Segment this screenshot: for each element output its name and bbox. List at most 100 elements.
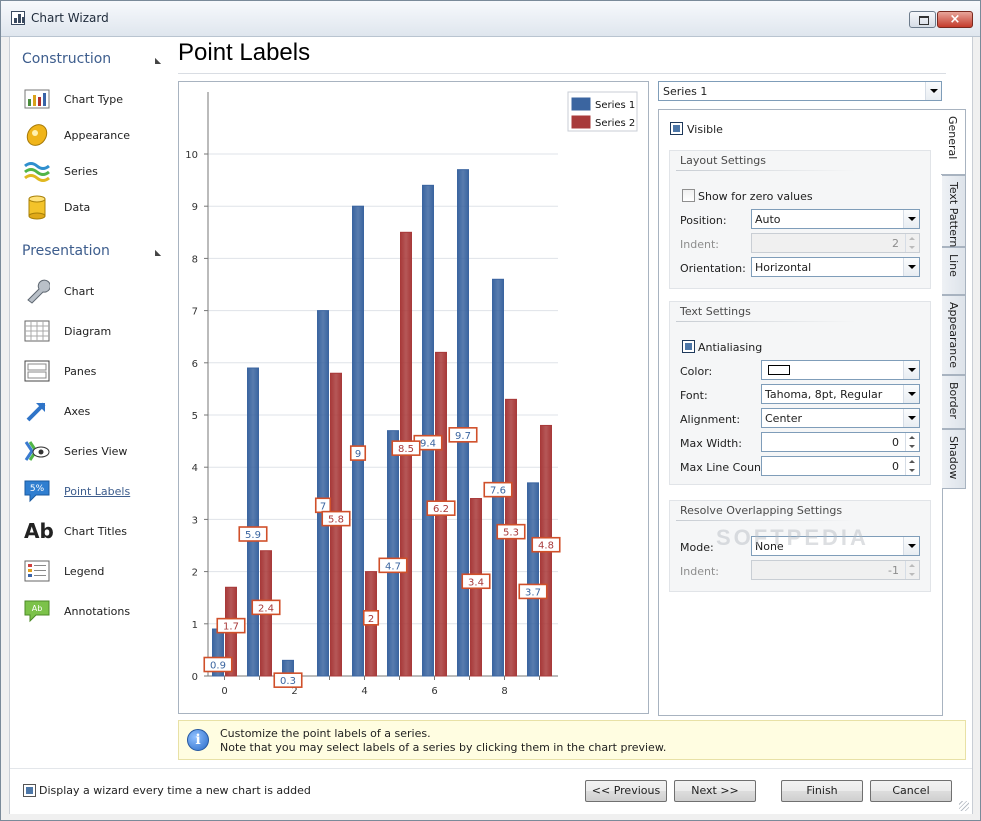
point-label-box (483, 481, 513, 498)
series-1-bar (317, 310, 329, 677)
point-label-box (362, 609, 380, 626)
overlap-indent-spinner[interactable]: -1 (751, 560, 920, 580)
sidebar-item-diagram[interactable]: Diagram (24, 318, 164, 346)
sidebar-item-chart[interactable]: Chart (24, 278, 164, 306)
chevron-down-icon[interactable] (903, 258, 919, 276)
point-label-text: 3.7 (525, 587, 541, 598)
spin-arrows-icon[interactable] (905, 433, 919, 451)
point-label-text: 8.5 (398, 444, 414, 455)
legend-icon (24, 560, 50, 582)
series-1-bar (387, 430, 399, 677)
sidebar-item-series-view[interactable]: Series View (24, 438, 164, 466)
series-select[interactable]: Series 1 (658, 81, 942, 101)
next-button[interactable]: Next >> (674, 780, 756, 802)
visible-label: Visible (687, 123, 723, 136)
resize-grip-icon[interactable] (959, 801, 969, 811)
sidebar-item-point-labels[interactable]: 5% Point Labels (24, 478, 164, 506)
sidebar-item-annotations[interactable]: Ab Annotations (24, 598, 164, 626)
sidebar-item-chart-type[interactable]: Chart Type (24, 86, 164, 114)
tab-border[interactable]: Border (942, 375, 966, 429)
point-label-text: 5.8 (328, 515, 344, 526)
previous-button[interactable]: << Previous (585, 780, 667, 802)
sidebar-item-appearance[interactable]: Appearance (24, 122, 164, 150)
info-bar: i Customize the point labels of a series… (178, 720, 966, 760)
tab-shadow[interactable]: Shadow (942, 429, 966, 489)
bar-chart[interactable]: 0 1 2 3 4 5 6 7 8 9 10 0 2 4 6 8 0.9 5.9 0.3 7 9 4.7 9.4 9.7 7.6… (179, 82, 648, 713)
show-zero-values-label: Show for zero values (698, 190, 813, 203)
chart-preview[interactable]: 0 1 2 3 4 5 6 7 8 9 10 0 2 4 6 8 0.9 5.9 0.3 7 9 4.7 9.4 9.7 7.6… (178, 81, 649, 714)
annotations-icon: Ab (24, 600, 50, 623)
series-icon (24, 162, 50, 182)
sidebar-item-label: Data (64, 201, 91, 214)
tab-text-pattern[interactable]: Text Pattern (942, 175, 966, 247)
sidebar-item-label: Panes (64, 365, 97, 378)
max-line-count-spinner[interactable]: 0 (761, 456, 920, 476)
series-1-bar (352, 205, 364, 677)
chevron-down-icon[interactable] (925, 82, 941, 100)
cancel-button[interactable]: Cancel (870, 780, 952, 802)
sidebar-item-panes[interactable]: Panes (24, 358, 164, 386)
orientation-value: Horizontal (755, 261, 812, 274)
y-tick-label: 4 (192, 463, 198, 474)
antialiasing-label: Antialiasing (698, 341, 763, 354)
series-view-icon (24, 441, 50, 461)
sidebar-item-label: Chart (64, 285, 95, 298)
max-line-count-value: 0 (892, 460, 899, 473)
spin-arrows-icon[interactable] (905, 561, 919, 579)
sidebar-item-legend[interactable]: Legend (24, 558, 164, 586)
point-label-box (238, 526, 268, 542)
sidebar-item-data[interactable]: Data (24, 194, 164, 222)
max-width-spinner[interactable]: 0 (761, 432, 920, 452)
max-line-count-label: Max Line Count: (680, 461, 770, 474)
position-select[interactable]: Auto (751, 209, 920, 229)
svg-text:5%: 5% (30, 484, 45, 494)
construction-section-title[interactable]: Construction (22, 51, 112, 67)
restore-button[interactable] (909, 11, 936, 28)
chevron-down-icon[interactable] (903, 537, 919, 555)
point-label-text: 3.4 (468, 577, 484, 588)
tab-appearance[interactable]: Appearance (942, 295, 966, 375)
point-label-box (349, 445, 367, 461)
alignment-label: Alignment: (680, 413, 741, 426)
position-label: Position: (680, 214, 727, 227)
collapse-arrow-icon[interactable]: ◣ (155, 56, 162, 65)
sidebar-item-label: Appearance (64, 129, 131, 142)
spin-arrows-icon[interactable] (905, 457, 919, 475)
orientation-select[interactable]: Horizontal (751, 257, 920, 277)
point-label-box (203, 656, 233, 673)
tab-label: Line (947, 254, 960, 277)
chevron-down-icon[interactable] (903, 385, 919, 403)
collapse-arrow-icon[interactable]: ◣ (155, 248, 162, 257)
indent-spinner[interactable]: 2 (751, 233, 920, 253)
show-wizard-checkbox[interactable] (23, 784, 36, 797)
point-label-box (496, 523, 526, 540)
tab-general[interactable]: General (941, 109, 966, 175)
antialiasing-checkbox[interactable] (682, 340, 695, 353)
color-picker[interactable] (761, 360, 920, 380)
font-select[interactable]: Tahoma, 8pt, Regular (761, 384, 920, 404)
chart-legend: Series 1 Series 2 (567, 91, 638, 132)
series-1-bar (527, 482, 539, 677)
visible-checkbox[interactable] (670, 122, 683, 135)
sidebar-item-chart-titles[interactable]: Ab Chart Titles (24, 518, 164, 546)
close-button[interactable]: × (937, 11, 973, 28)
y-tick-label: 9 (192, 202, 198, 213)
sidebar-item-axes[interactable]: Axes (24, 398, 164, 426)
sidebar-item-series[interactable]: Series (24, 158, 164, 186)
point-label-text: 0.3 (280, 676, 296, 687)
alignment-select[interactable]: Center (761, 408, 920, 428)
title-bar[interactable]: Chart Wizard × (1, 1, 980, 37)
chevron-down-icon[interactable] (903, 361, 919, 379)
font-label: Font: (680, 389, 708, 402)
chevron-down-icon[interactable] (903, 409, 919, 427)
spin-arrows-icon[interactable] (905, 234, 919, 252)
chart-titles-icon: Ab (24, 519, 54, 543)
mode-select[interactable]: None (751, 536, 920, 556)
tab-line[interactable]: Line (942, 247, 966, 295)
text-settings-title: Text Settings (680, 305, 751, 318)
finish-button[interactable]: Finish (781, 780, 863, 802)
presentation-section-title[interactable]: Presentation (22, 243, 110, 259)
chevron-down-icon[interactable] (903, 210, 919, 228)
show-zero-values-checkbox[interactable] (682, 189, 695, 202)
